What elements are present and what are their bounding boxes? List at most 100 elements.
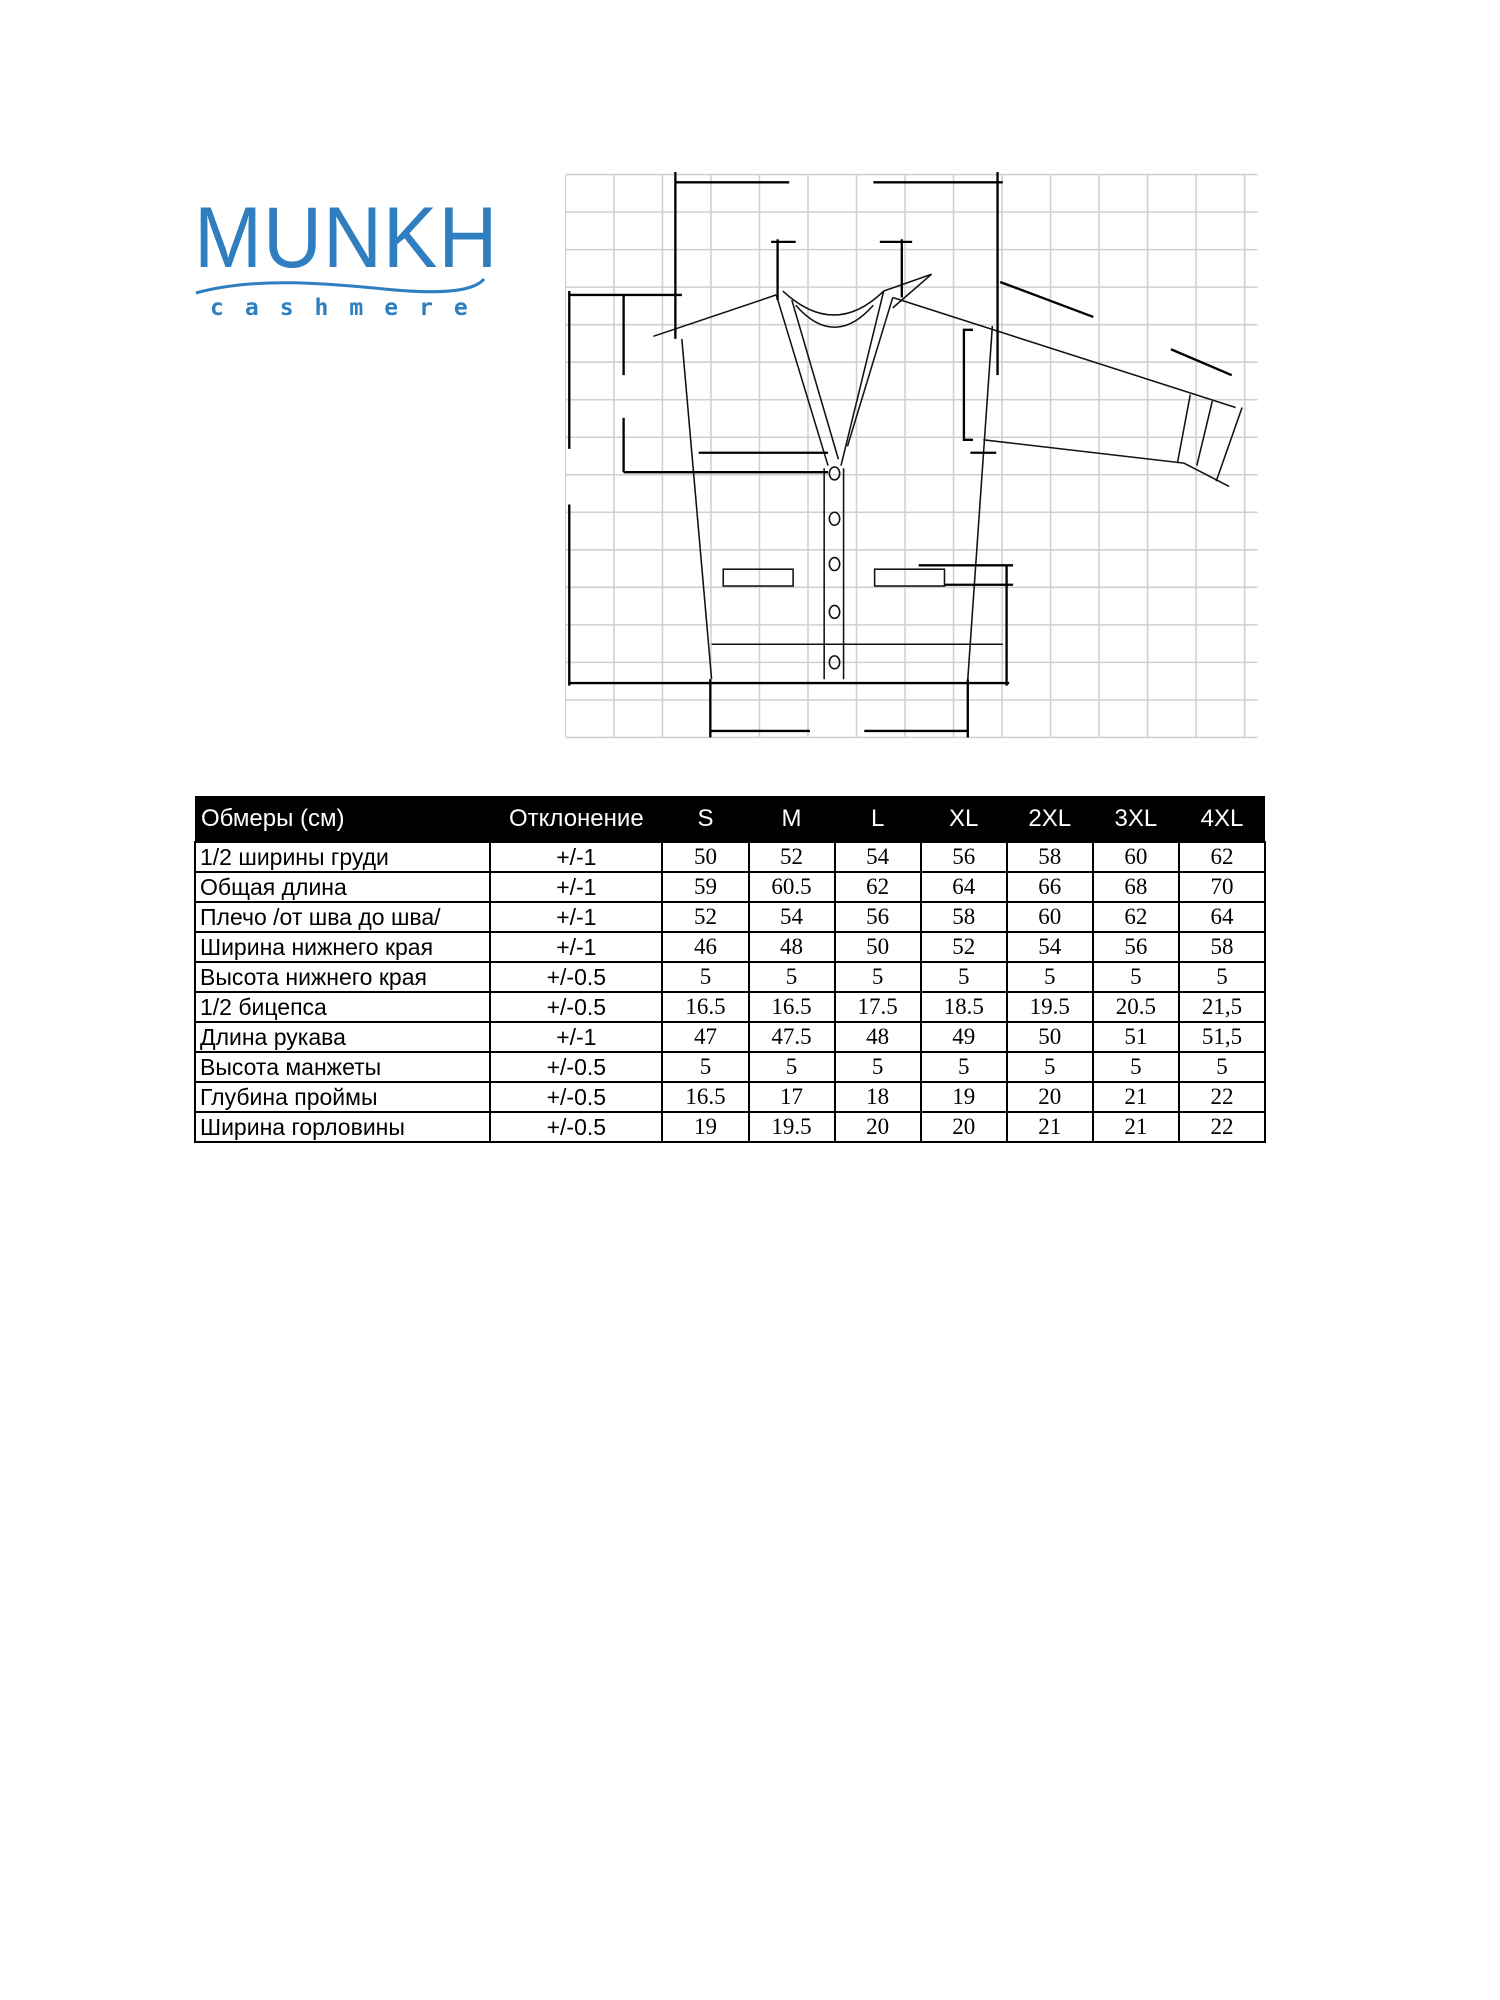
size-value-cell: 5 [1177,961,1267,993]
size-value-cell: 16.5 [747,991,836,1023]
size-value-cell: 5 [1091,961,1180,993]
size-value-cell: 62 [833,871,922,903]
size-value-cell: 22 [1177,1081,1267,1113]
header-measurements: Обмеры (см) [195,796,491,842]
size-value-cell: 5 [1005,1051,1094,1083]
size-value-cell: 16.5 [661,991,750,1023]
cardigan-sketch [653,273,1243,680]
size-value-cell: 5 [833,1051,922,1083]
size-value-cell: 5 [747,961,836,993]
table-row: Ширина нижнего края +/-1 46 48 50 52 54 56 58 [193,931,1267,963]
size-value-cell: 5 [1091,1051,1180,1083]
size-value-cell: 5 [747,1051,836,1083]
size-value-cell: 5 [1005,961,1094,993]
size-value-cell: 5 [919,1051,1008,1083]
size-value-cell: 17.5 [833,991,922,1023]
size-value-cell: 52 [661,901,750,933]
measurement-name: Плечо /от шва до шва/ [193,901,492,933]
size-value-cell: 48 [833,1021,922,1053]
size-value-cell: 51 [1091,1021,1180,1053]
tolerance-cell: +/-1 [489,841,664,873]
tolerance-cell: +/-1 [489,931,664,963]
size-value-cell: 21 [1091,1111,1180,1143]
header-size: 4XL [1178,796,1265,842]
size-value-cell: 19.5 [747,1111,836,1143]
size-value-cell: 58 [919,901,1008,933]
header-size: L [834,796,921,842]
size-value-cell: 56 [833,901,922,933]
size-value-cell: 50 [1005,1021,1094,1053]
size-chart-table: Обмеры (см) Отклонение S M L XL 2XL 3XL … [193,796,1267,1143]
size-value-cell: 54 [747,901,836,933]
size-value-cell: 46 [661,931,750,963]
size-value-cell: 54 [833,841,922,873]
size-value-cell: 5 [919,961,1008,993]
brand-subtitle: cashmere [210,295,489,321]
size-value-cell: 68 [1091,871,1180,903]
measurement-name: Высота нижнего края [193,961,492,993]
tolerance-cell: +/-1 [489,901,664,933]
size-value-cell: 58 [1177,931,1267,963]
size-value-cell: 21 [1005,1111,1094,1143]
tolerance-cell: +/-1 [489,871,664,903]
size-value-cell: 5 [661,961,750,993]
table-row: Плечо /от шва до шва/+/-1 52 54 56 58 60 62 64 [193,901,1267,933]
grid [565,173,1258,739]
size-value-cell: 19 [919,1081,1008,1113]
table-row: Высота нижнего края +/-0.5 5 5 5 5 5 5 5 [193,961,1267,993]
size-value-cell: 20.5 [1091,991,1180,1023]
table-row: Высота манжеты +/-0.5 5 5 5 5 5 5 5 [193,1051,1267,1083]
measurement-name: Длина рукава [193,1021,492,1053]
measurement-name: Общая длина [193,871,492,903]
measurement-name: Глубина проймы [193,1081,492,1113]
table-row: Ширина горловины +/-0.5 19 19.5 20 20 21 21 22 [193,1111,1267,1143]
size-value-cell: 52 [919,931,1008,963]
brand-name: MUNKH [194,190,499,286]
header-size: 3XL [1092,796,1179,842]
size-value-cell: 60 [1005,901,1094,933]
size-value-cell: 64 [919,871,1008,903]
header-size: XL [920,796,1007,842]
size-value-cell: 56 [919,841,1008,873]
size-value-cell: 50 [833,931,922,963]
size-value-cell: 64 [1177,901,1267,933]
size-value-cell: 20 [1005,1081,1094,1113]
tolerance-cell: +/-0.5 [489,1111,664,1143]
size-value-cell: 60 [1091,841,1180,873]
table-row: Длина рукава +/-1 47 47.5 48 49 50 51 51,5 [193,1021,1267,1053]
tolerance-cell: +/-0.5 [489,1081,664,1113]
size-value-cell: 49 [919,1021,1008,1053]
header-size: S [662,796,749,842]
measurement-name: Ширина нижнего края [193,931,492,963]
size-value-cell: 48 [747,931,836,963]
header-size: M [748,796,835,842]
size-value-cell: 20 [919,1111,1008,1143]
table-row: 1/2 ширины груди +/-1 50 52 54 56 58 60 62 [193,841,1267,873]
size-value-cell: 66 [1005,871,1094,903]
tolerance-cell: +/-1 [489,1021,664,1053]
size-value-cell: 18 [833,1081,922,1113]
size-value-cell: 18.5 [919,991,1008,1023]
size-value-cell: 19.5 [1005,991,1094,1023]
dimension-lines [568,172,1233,738]
measurement-name: 1/2 бицепса [193,991,492,1023]
header-size: 2XL [1006,796,1093,842]
size-value-cell: 19 [661,1111,750,1143]
size-value-cell: 21 [1091,1081,1180,1113]
size-value-cell: 17 [747,1081,836,1113]
measurement-name: Ширина горловины [193,1111,492,1143]
size-value-cell: 52 [747,841,836,873]
table-row: Глубина проймы +/-0.5 16.5 17 18 19 20 21 22 [193,1081,1267,1113]
size-value-cell: 50 [661,841,750,873]
size-value-cell: 22 [1177,1111,1267,1143]
logo-swoosh-icon [195,277,486,295]
size-value-cell: 21,5 [1177,991,1267,1023]
cardigan-measurement-diagram [565,172,1258,739]
size-value-cell: 47.5 [747,1021,836,1053]
table-row: Общая длина +/-1 59 60.5 62 64 66 68 70 [193,871,1267,903]
size-value-cell: 51,5 [1177,1021,1267,1053]
tolerance-cell: +/-0.5 [489,961,664,993]
size-value-cell: 70 [1177,871,1267,903]
measurement-name: Высота манжеты [193,1051,492,1083]
brand-logo: MUNKH cashmere [194,195,497,325]
